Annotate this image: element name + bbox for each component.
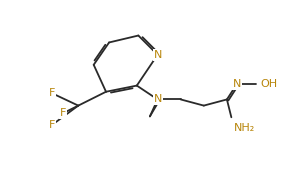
Text: F: F xyxy=(49,88,55,98)
Text: N: N xyxy=(153,94,162,105)
Text: F: F xyxy=(49,120,55,130)
Text: F: F xyxy=(60,108,66,118)
Text: N: N xyxy=(153,50,162,60)
Text: N: N xyxy=(233,79,241,89)
Text: OH: OH xyxy=(260,79,277,89)
Text: NH₂: NH₂ xyxy=(234,123,255,133)
